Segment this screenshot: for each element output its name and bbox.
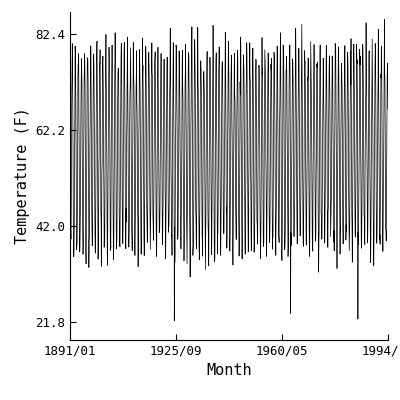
X-axis label: Month: Month <box>206 364 252 378</box>
Y-axis label: Temperature (F): Temperature (F) <box>14 108 30 244</box>
